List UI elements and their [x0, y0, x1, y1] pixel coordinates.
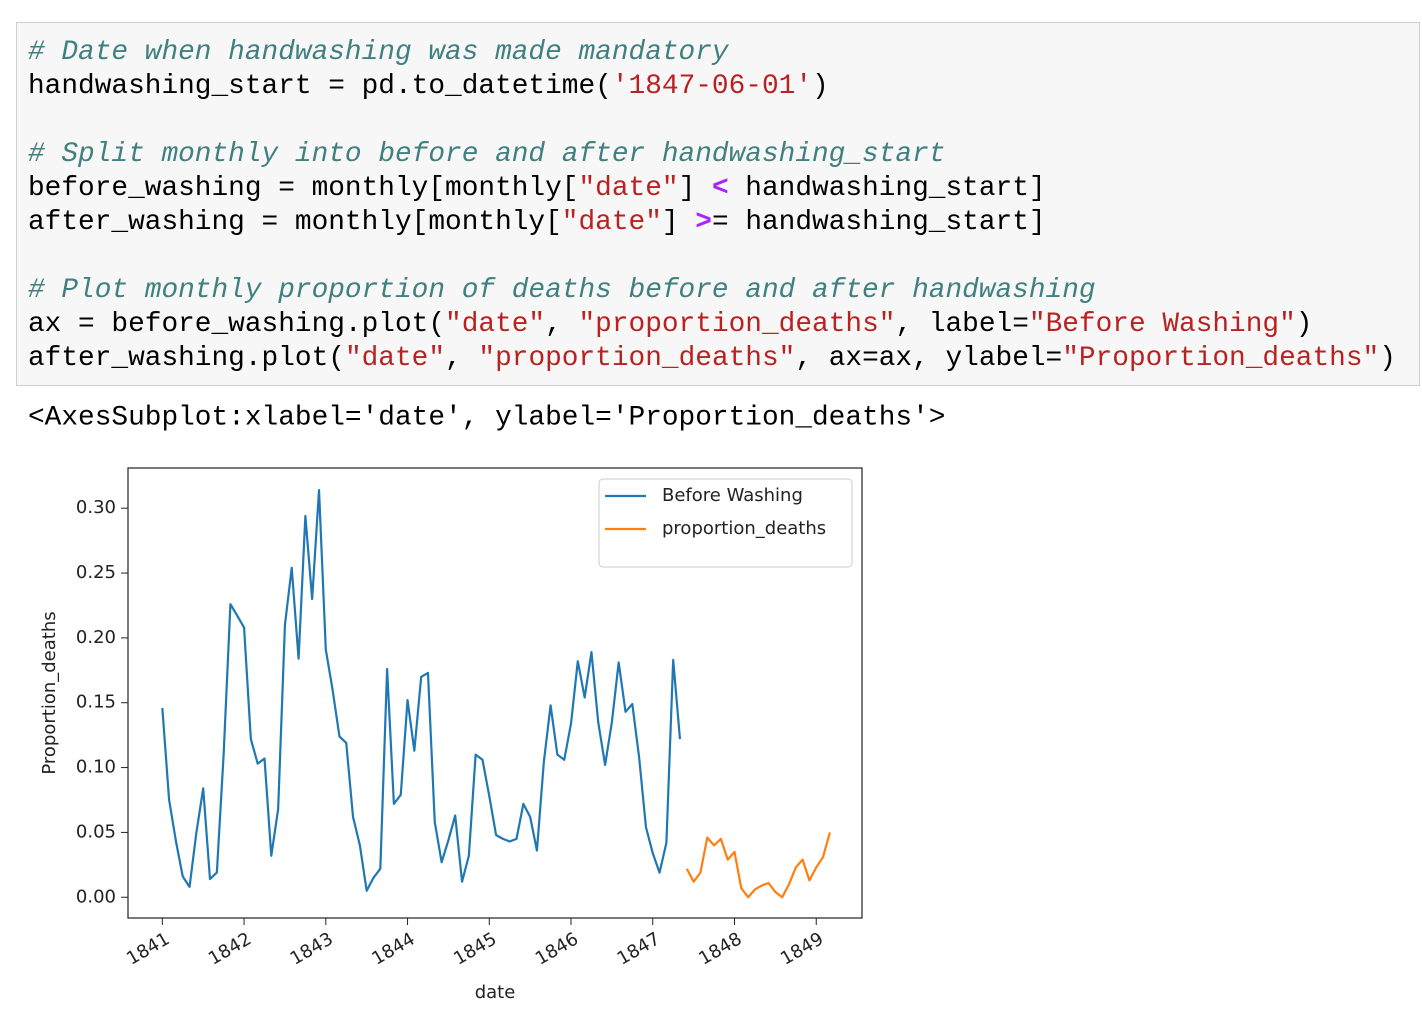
code-line: handwashing_start = pd.to_datetime('1847… [28, 71, 829, 102]
x-tick-label: 1847 [614, 928, 664, 969]
code-token: ) [812, 71, 829, 102]
code-token: "date" [562, 207, 662, 238]
code-token: "date" [578, 173, 678, 204]
code-token: handwashing_start] [729, 173, 1046, 204]
x-tick-label: 1849 [777, 928, 827, 969]
code-line: # Plot monthly proportion of deaths befo… [28, 275, 1096, 306]
code-token: < [712, 173, 729, 204]
code-line: before_washing = monthly[monthly["date"]… [28, 173, 1046, 204]
y-tick-label: 0.05 [76, 821, 116, 842]
y-tick-label: 0.30 [76, 497, 116, 518]
code-line: # Date when handwashing was made mandato… [28, 37, 730, 68]
x-tick-label: 1848 [695, 928, 745, 969]
chart: 0.00 0.05 0.10 0.15 0.20 0.25 0.30 1841 1842 1843… [39, 467, 863, 1003]
code-token: "date" [445, 309, 545, 340]
x-tick-label: 1844 [368, 928, 418, 969]
x-tick-label: 1841 [123, 928, 173, 969]
y-tick-label: 0.00 [76, 886, 116, 907]
code-token: # Date when handwashing was made mandato… [28, 37, 730, 68]
y-tick-label: 0.20 [76, 627, 116, 648]
plot-frame [127, 467, 863, 919]
code-token: "Before Washing" [1029, 309, 1296, 340]
code-line: ax = before_washing.plot("date", "propor… [28, 309, 1312, 340]
code-token: ax = before_washing.plot( [28, 309, 445, 340]
code-token: "date" [345, 343, 445, 374]
code-token: "Proportion_deaths" [1062, 343, 1379, 374]
x-tick-label: 1845 [450, 928, 500, 969]
legend-box [598, 478, 853, 568]
code-block: # Date when handwashing was made mandato… [28, 37, 1396, 374]
code-token: ) [1379, 343, 1396, 374]
code-token: after_washing.plot( [28, 343, 345, 374]
code-token: "proportion_deaths" [478, 343, 795, 374]
x-tick-label: 1846 [532, 928, 582, 969]
y-tick-label: 0.15 [76, 692, 116, 713]
code-token: after_washing = monthly[monthly[ [28, 207, 562, 238]
code-token: ) [1296, 309, 1313, 340]
code-line: after_washing = monthly[monthly["date"] … [28, 207, 1046, 238]
legend-label: proportion_deaths [662, 518, 826, 539]
x-tick-label: 1842 [205, 928, 255, 969]
output-text: <AxesSubplot:xlabel='date', ylabel='Prop… [28, 402, 945, 433]
code-token: , [545, 309, 578, 340]
data-line [161, 488, 682, 892]
code-token: '1847-06-01' [612, 71, 812, 102]
y-axis-label: Proportion_deaths [39, 611, 60, 774]
x-axis-label: date [475, 982, 516, 1003]
code-token: before_washing = monthly[monthly[ [28, 173, 578, 204]
code-token: = handwashing_start] [712, 207, 1046, 238]
y-tick-label: 0.10 [76, 757, 116, 778]
code-cell [16, 22, 1420, 386]
data-line [685, 832, 831, 899]
code-token: handwashing_start = pd.to_datetime( [28, 71, 612, 102]
y-tick-label: 0.25 [76, 562, 116, 583]
legend-label: Before Washing [662, 485, 803, 506]
code-token: , ax=ax, ylabel= [795, 343, 1062, 374]
code-line: # Split monthly into before and after ha… [28, 139, 945, 170]
code-token: # Plot monthly proportion of deaths befo… [28, 275, 1096, 306]
code-token: , [445, 343, 478, 374]
code-line: after_washing.plot("date", "proportion_d… [28, 343, 1396, 374]
code-token: , label= [895, 309, 1028, 340]
code-token: > [695, 207, 712, 238]
code-token: ] [679, 173, 712, 204]
code-token: # Split monthly into before and after ha… [28, 139, 945, 170]
code-token: "proportion_deaths" [579, 309, 896, 340]
code-token: ] [662, 207, 695, 238]
x-tick-label: 1843 [287, 928, 337, 969]
